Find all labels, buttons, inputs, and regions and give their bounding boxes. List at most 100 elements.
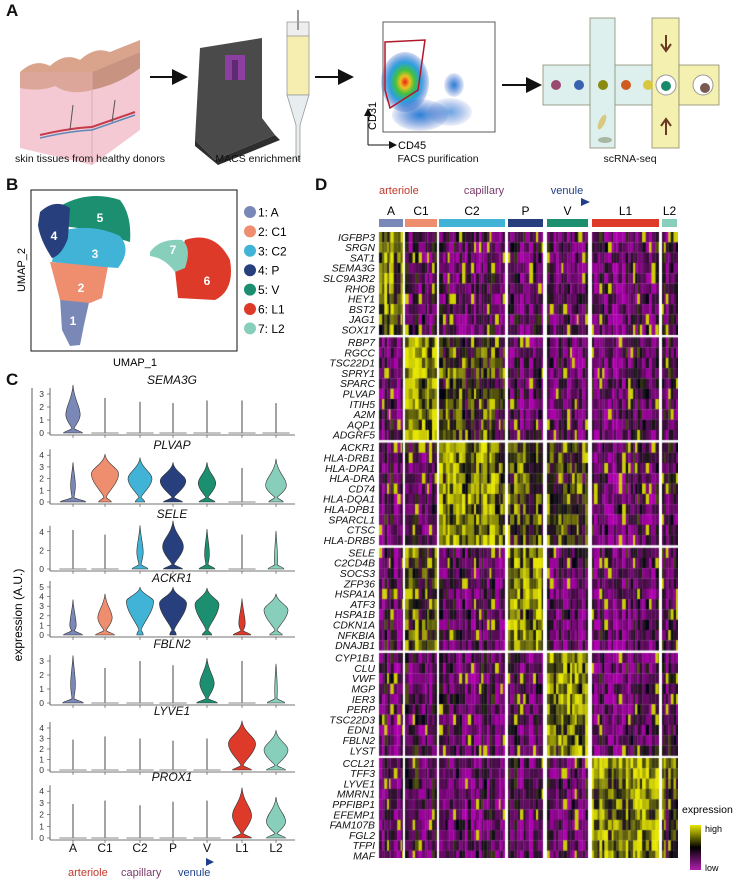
umap-label-4: 4 [51, 229, 58, 243]
violin-V [197, 462, 217, 503]
panel-b: B 5 4 3 2 1 7 6 UMAP_1 UMAP_2 1: A 2: C1 3… [6, 175, 287, 369]
y-tick-label: 2 [39, 744, 44, 754]
violin-C2 [127, 457, 153, 503]
cluster-color-bar [662, 219, 677, 227]
violin-L2 [266, 797, 286, 839]
gene-label: TFF3 [350, 769, 375, 780]
y-tick-label: 4 [39, 786, 44, 796]
cluster-color-bar [379, 219, 403, 227]
y-tick-label: 3 [39, 462, 44, 472]
step-caption: FACS purification [397, 153, 478, 165]
gene-label: SOCS3 [340, 569, 375, 580]
gene-label: AQP1 [346, 420, 375, 431]
cluster-label: V [563, 204, 571, 218]
y-tick-label: 5 [39, 582, 44, 592]
gene-label: HLA-DPA1 [325, 464, 375, 475]
heatmap-cluster-header: A C1 C2 P V L1 L2 [379, 204, 677, 227]
x-tick-label: L2 [269, 841, 283, 855]
gene-title: ACKR1 [151, 571, 192, 585]
gene-label: CCL21 [343, 759, 375, 770]
legend-item: 2: C1 [258, 225, 287, 239]
y-tick-label: 1 [39, 821, 44, 831]
y-tick-label: 2 [39, 670, 44, 680]
violin-L1 [228, 720, 256, 771]
gene-label: EDN1 [347, 726, 375, 737]
gene-label: CDKN1A [333, 621, 375, 632]
y-tick-label: 2 [39, 545, 44, 555]
gene-title: SEMA3G [147, 373, 197, 387]
gene-label: FBLN2 [343, 736, 376, 747]
gene-label: FAM107B [330, 821, 375, 832]
gene-label: SPARC [340, 379, 376, 390]
violin-V [196, 658, 218, 704]
gene-label: MAF [353, 852, 376, 863]
gene-label: BST2 [349, 305, 375, 316]
violin-L1 [232, 598, 252, 636]
gene-label: ITIH5 [350, 400, 376, 411]
label-venule: venule [551, 185, 583, 197]
violin-C1 [95, 593, 115, 636]
umap-clusters: 5 4 3 2 1 7 6 [38, 196, 231, 346]
violin-x-axis: A C1 C2 P V L1 L2 [69, 841, 283, 855]
y-tick-label: 0 [39, 428, 44, 438]
violin-A [63, 384, 83, 434]
gene-label: HSPA1B [335, 610, 375, 621]
gene-label: FGL2 [349, 831, 375, 842]
gene-label: ADGRF5 [332, 431, 375, 442]
violin-row-plvap: PLVAP 0 12 3 4 [39, 438, 295, 507]
y-tick-label: 0 [39, 833, 44, 843]
cluster-label: C2 [464, 204, 480, 218]
gene-label: MGP [351, 685, 375, 696]
violin-A [59, 462, 87, 503]
umap-cluster-2 [50, 262, 108, 303]
umap-cluster-7 [150, 239, 188, 272]
y-tick-label: 4 [39, 723, 44, 733]
umap-cluster-4 [38, 203, 70, 258]
gene-label: ZFP36 [343, 579, 375, 590]
y-tick-label: 1 [39, 485, 44, 495]
gene-label: HLA-DQA1 [323, 495, 375, 506]
gene-label: CLU [354, 664, 375, 675]
color-scale-bar [690, 825, 701, 870]
gene-label: SAT1 [350, 253, 375, 264]
droplet-chip-icon [542, 17, 720, 149]
gene-label: A2M [353, 410, 376, 421]
legend-swatch [244, 303, 256, 315]
y-tick-label: 4 [39, 592, 44, 602]
violin-A [63, 599, 83, 636]
label-arteriole: arteriole [379, 185, 419, 197]
gene-label: DNAJB1 [335, 641, 375, 652]
y-tick-label: 3 [39, 656, 44, 666]
gene-label: CYP1B1 [335, 654, 375, 665]
violin-L2 [266, 663, 286, 704]
legend-swatch [244, 322, 256, 335]
cluster-color-bar [592, 219, 659, 227]
gene-label: PERP [347, 705, 375, 716]
step-caption: scRNA-seq [603, 153, 656, 165]
cluster-label: L1 [619, 204, 633, 218]
y-tick-label: 3 [39, 389, 44, 399]
x-tick-label: V [203, 841, 211, 855]
y-tick-label: 4 [39, 450, 44, 460]
violin-P [162, 520, 184, 570]
gene-label: TFPI [352, 841, 375, 852]
violin-L2 [265, 458, 287, 503]
gene-label: SOX17 [341, 326, 376, 337]
label-capillary: capillary [121, 867, 162, 879]
gene-label: HEY1 [348, 295, 375, 306]
panel-label-b: B [6, 175, 18, 194]
umap-cluster-5 [62, 196, 131, 242]
panel-a: A [6, 1, 720, 165]
legend-swatch [244, 225, 256, 238]
violin-plots: SEMA3G0123PLVAP01234SELE024ACKR1012345FB… [39, 373, 295, 843]
y-tick-label: 0 [39, 497, 44, 507]
gene-title: LYVE1 [154, 704, 190, 718]
step-caption: MACS enrichment [215, 153, 300, 165]
gene-label: HLA-DRB5 [324, 536, 376, 547]
gene-label: SELE [348, 548, 376, 559]
label-venule: venule [178, 867, 210, 879]
umap-label-6: 6 [204, 274, 211, 288]
arrowhead-icon [206, 858, 214, 866]
